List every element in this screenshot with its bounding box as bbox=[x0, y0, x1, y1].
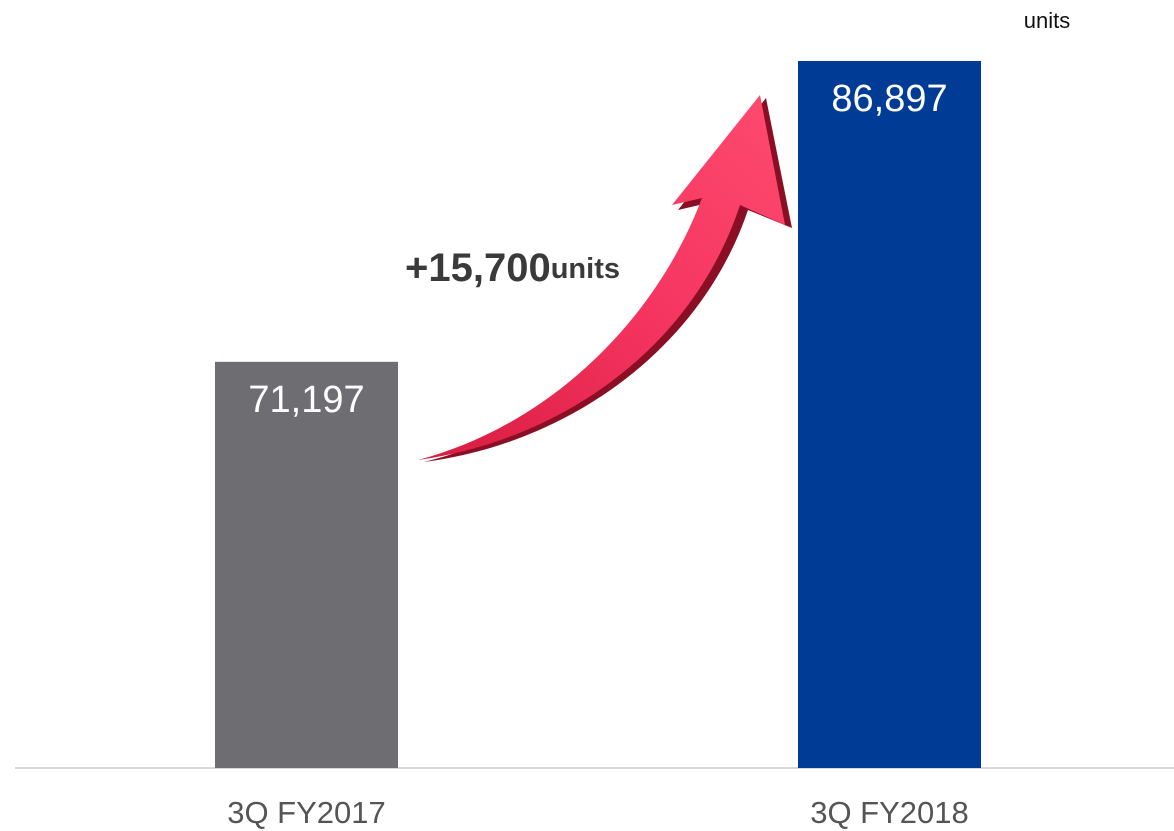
bars bbox=[215, 60, 981, 769]
value-label: 71,197 bbox=[248, 379, 364, 421]
annotation: +15,700units bbox=[405, 246, 620, 290]
value-label: 86,897 bbox=[831, 78, 947, 120]
arrow bbox=[418, 95, 785, 460]
bar bbox=[798, 60, 981, 769]
bar bbox=[215, 361, 398, 768]
annotation-value: +15,700 bbox=[405, 246, 551, 290]
x-tick-label: 3Q FY2018 bbox=[810, 795, 969, 830]
annotation-unit: units bbox=[551, 253, 620, 285]
unit-label: units bbox=[1024, 8, 1070, 33]
x-tick-label: 3Q FY2017 bbox=[227, 795, 386, 830]
